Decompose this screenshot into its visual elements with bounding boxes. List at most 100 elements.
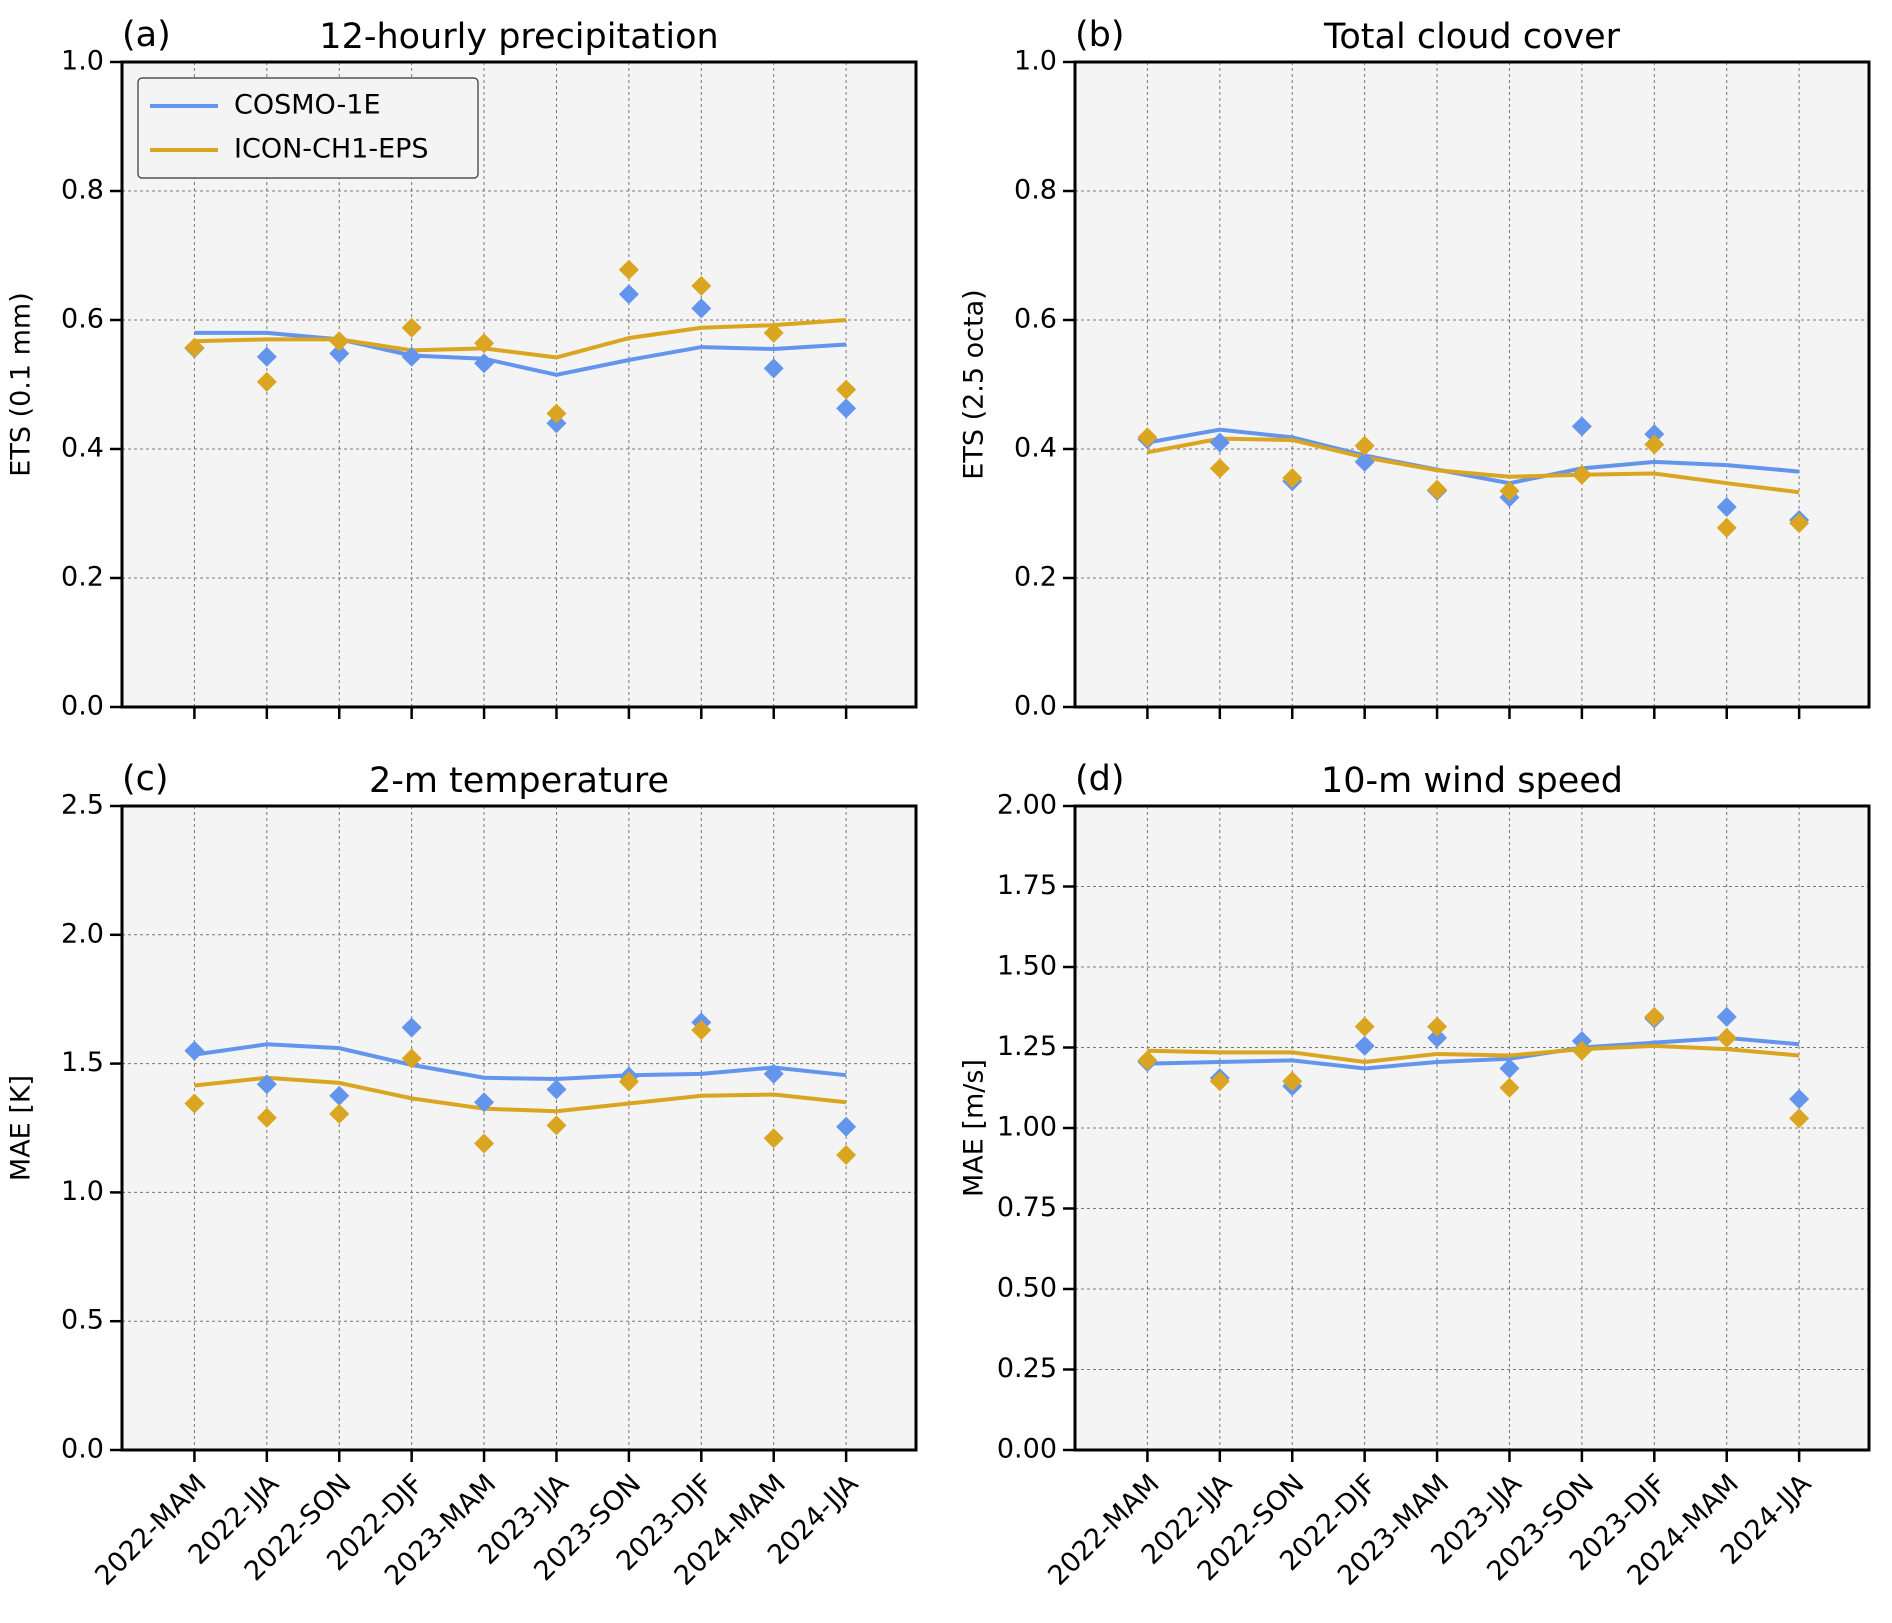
y-tick-label: 1.5: [61, 1047, 104, 1078]
legend-box: [137, 77, 479, 179]
panel-label: (a): [122, 15, 171, 55]
marker: [329, 1103, 350, 1124]
marker: [474, 1133, 495, 1154]
chart-title: 2-m temperature: [369, 761, 669, 801]
marker: [184, 1093, 205, 1114]
marker: [474, 333, 495, 354]
marker: [1789, 513, 1810, 534]
marker: [1644, 1006, 1665, 1027]
y-tick-label: 0.5: [61, 1305, 104, 1336]
marker: [1427, 479, 1448, 500]
y-tick-label: 0.4: [61, 433, 104, 464]
marker: [256, 1107, 277, 1128]
marker: [184, 337, 205, 358]
marker: [1282, 468, 1303, 489]
y-tick-label: 0.8: [1014, 175, 1057, 206]
marker: [618, 259, 639, 280]
marker: [1427, 1016, 1448, 1037]
y-tick-label: 1.75: [997, 870, 1057, 901]
marker: [763, 358, 784, 379]
marker: [836, 379, 857, 400]
y-axis-label: ETS (0.1 mm): [6, 292, 37, 476]
axes-frame: [120, 60, 918, 709]
chart-title: Total cloud cover: [1323, 17, 1621, 57]
marker: [329, 1085, 350, 1106]
panel-label: (c): [122, 759, 169, 799]
marker: [1789, 1108, 1810, 1129]
y-tick-label: 1.0: [61, 1176, 104, 1207]
marker: [546, 403, 567, 424]
y-axis-label: MAE [K]: [6, 1075, 37, 1181]
marker: [1137, 1050, 1158, 1071]
y-tick-label: 1.0: [61, 46, 104, 77]
y-tick-label: 0.25: [997, 1353, 1057, 1384]
marker: [1354, 451, 1375, 472]
y-tick-label: 2.0: [61, 918, 104, 949]
y-tick-label: 0.75: [997, 1192, 1057, 1223]
marker: [546, 1079, 567, 1100]
axes-frame: [120, 804, 918, 1452]
marker: [329, 343, 350, 364]
marker: [1209, 432, 1230, 453]
marker: [691, 1020, 712, 1041]
marker: [1209, 458, 1230, 479]
y-tick-label: 1.0: [1014, 46, 1057, 77]
axes-frame: [1073, 804, 1871, 1452]
x-tick-label: 2022-MAM: [89, 1468, 212, 1591]
series-line: [194, 318, 847, 360]
series-line: [1147, 1043, 1800, 1065]
legend-label: COSMO-1E: [234, 90, 381, 121]
marker: [1354, 1035, 1375, 1056]
y-tick-label: 1.00: [997, 1112, 1057, 1143]
marker: [401, 317, 422, 338]
series-line: [194, 1042, 847, 1082]
panel: 0.0 0.2 0.4 0.6 0.8 1.0 (b) Total cloud cover ET…: [959, 15, 1871, 722]
panel: 0.0 0.2 0.4 0.6 0.8 1.0 (a) 12-hourly precipita…: [6, 15, 918, 722]
marker: [1137, 427, 1158, 448]
marker: [1789, 1089, 1810, 1110]
y-tick-label: 0.00: [997, 1434, 1057, 1465]
y-tick-label: 0.2: [1014, 562, 1057, 593]
marker: [184, 1040, 205, 1061]
panel-label: (d): [1075, 759, 1125, 799]
marker: [1644, 424, 1665, 445]
marker: [763, 1063, 784, 1084]
y-tick-label: 2.00: [997, 790, 1057, 821]
plot-area: [122, 806, 916, 1450]
y-tick-label: 0.8: [61, 175, 104, 206]
marker: [691, 298, 712, 319]
chart-title: 10-m wind speed: [1321, 761, 1623, 801]
marker: [691, 275, 712, 296]
y-tick-label: 0.0: [1014, 691, 1057, 722]
y-tick-label: 1.50: [997, 951, 1057, 982]
y-axis-label: MAE [m/s]: [959, 1059, 990, 1197]
series-line: [194, 330, 847, 377]
marker: [1571, 416, 1592, 437]
panel: 0.00.51.01.52.02.52022-MAM2022-JJA2022-S…: [6, 759, 918, 1592]
y-axis-label: ETS (2.5 octa): [959, 289, 990, 479]
y-tick-label: 2.5: [61, 790, 104, 821]
series-line: [1147, 436, 1800, 495]
marker: [836, 398, 857, 419]
marker: [1354, 435, 1375, 456]
marker: [401, 1017, 422, 1038]
marker: [1716, 1006, 1737, 1027]
y-tick-label: 0.6: [1014, 304, 1057, 335]
marker: [1282, 1071, 1303, 1092]
series-line: [1147, 427, 1800, 486]
marker: [256, 371, 277, 392]
marker: [1209, 1071, 1230, 1092]
y-tick-label: 0.0: [61, 691, 104, 722]
marker: [836, 1116, 857, 1137]
panel: 0.00 0.25 0.50 0.75 1.00 1.25 1.50 1.75 2.00 2022…: [959, 759, 1871, 1592]
marker: [1571, 1040, 1592, 1061]
plot-area: [1075, 62, 1869, 707]
marker: [1427, 1027, 1448, 1048]
y-tick-label: 0.50: [997, 1273, 1057, 1304]
y-tick-label: 0.2: [61, 562, 104, 593]
marker: [1499, 1058, 1520, 1079]
marker: [618, 284, 639, 305]
marker: [1716, 497, 1737, 518]
marker: [256, 346, 277, 367]
